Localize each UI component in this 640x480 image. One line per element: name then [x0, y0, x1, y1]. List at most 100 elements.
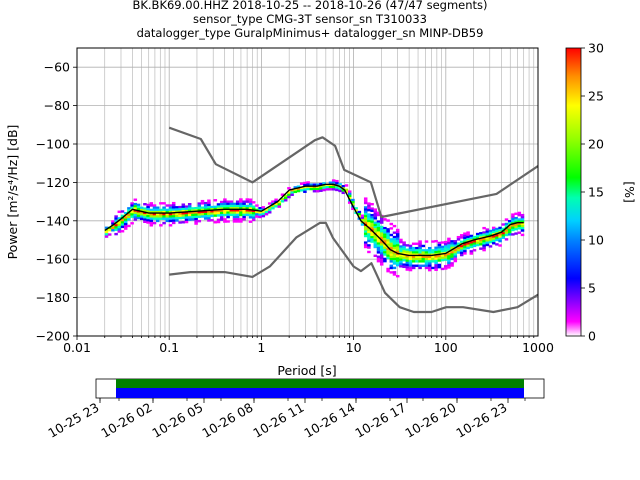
heatmap-cell — [379, 232, 384, 235]
heatmap-cell — [184, 212, 189, 215]
heatmap-cell — [399, 240, 403, 244]
heatmap-cell — [440, 247, 445, 251]
heatmap-cell — [197, 213, 202, 216]
heatmap-cell — [498, 235, 502, 238]
heatmap-cell — [450, 240, 454, 243]
heatmap-cell — [155, 217, 160, 220]
heatmap-cell — [136, 216, 141, 220]
heatmap-cell — [392, 242, 397, 245]
heatmap-cell — [367, 219, 371, 223]
heatmap-cell — [354, 207, 358, 210]
heatmap-cell — [245, 209, 250, 212]
heatmap-cell — [463, 250, 467, 253]
heatmap-cell — [271, 200, 275, 203]
heatmap-cell — [171, 219, 176, 222]
heatmap-cell — [392, 257, 397, 261]
x-tick-label: 1 — [257, 340, 265, 355]
heatmap-cell — [405, 248, 410, 251]
heatmap-cell — [299, 182, 304, 185]
heatmap-cell — [114, 224, 118, 227]
heatmap-cell — [376, 248, 381, 252]
heatmap-cell — [152, 217, 157, 220]
time-tick-label: 10-26 23 — [453, 400, 509, 441]
heatmap-cell — [120, 221, 125, 224]
heatmap-cell — [226, 207, 230, 210]
heatmap-cell — [421, 260, 426, 263]
heatmap-cell — [162, 217, 166, 220]
heatmap-cell — [341, 185, 346, 188]
colorbar-tick-label: 20 — [588, 137, 604, 152]
heatmap-cell — [383, 257, 387, 261]
heatmap-cell — [392, 273, 397, 276]
heatmap-cell — [242, 200, 246, 203]
heatmap-cell — [485, 243, 490, 247]
heatmap-cell — [331, 188, 336, 191]
heatmap-cell — [207, 206, 211, 209]
heatmap-cell — [389, 253, 394, 257]
heatmap-cell — [175, 214, 179, 218]
heatmap-cell — [450, 244, 454, 247]
heatmap-cell — [520, 229, 525, 232]
heatmap-cell — [379, 234, 384, 237]
heatmap-cell — [226, 213, 230, 217]
heatmap-cell — [322, 184, 326, 187]
heatmap-cell — [415, 249, 419, 252]
heatmap-cell — [111, 226, 115, 230]
heatmap-cell — [373, 212, 378, 216]
heatmap-cell — [245, 204, 250, 208]
heatmap-cell — [367, 215, 371, 218]
heatmap-cell — [504, 238, 509, 241]
heatmap-cell — [127, 224, 131, 228]
heatmap-cell — [363, 206, 368, 209]
heatmap-cell — [162, 213, 166, 216]
heatmap-cell — [434, 248, 438, 252]
time-tick-label: 10-26 11 — [250, 400, 306, 441]
heatmap-cell — [488, 240, 493, 244]
heatmap-cell — [207, 217, 211, 220]
heatmap-cell — [507, 228, 512, 232]
heatmap-cell — [351, 203, 355, 206]
heatmap-cell — [146, 205, 150, 209]
heatmap-cell — [379, 243, 384, 246]
heatmap-cell — [111, 220, 115, 223]
heatmap-cell — [328, 181, 333, 184]
heatmap-cell — [386, 250, 390, 253]
heatmap-cell — [399, 247, 403, 250]
heatmap-cell — [405, 252, 410, 256]
heatmap-cell — [520, 216, 525, 219]
heatmap-cell — [395, 259, 400, 262]
heatmap-cell — [370, 231, 374, 234]
heatmap-cell — [155, 208, 160, 212]
heatmap-cell — [363, 212, 368, 216]
heatmap-cell — [223, 204, 227, 208]
heatmap-cell — [312, 187, 317, 191]
heatmap-cell — [434, 266, 438, 269]
heatmap-cell — [210, 205, 214, 209]
heatmap-cell — [146, 216, 150, 220]
heatmap-cell — [207, 208, 211, 211]
heatmap-cell — [376, 226, 381, 230]
heatmap-cell — [370, 202, 374, 206]
heatmap-cell — [434, 259, 438, 263]
heatmap-cell — [159, 208, 163, 212]
heatmap-cell — [488, 245, 493, 248]
heatmap-cell — [472, 244, 477, 248]
heatmap-cell — [386, 219, 390, 222]
heatmap-cell — [191, 209, 195, 212]
heatmap-cell — [450, 242, 454, 245]
colorbar-tick-label: 5 — [588, 281, 596, 296]
heatmap-cell — [504, 229, 509, 232]
heatmap-cell — [386, 243, 390, 246]
heatmap-cell — [219, 211, 224, 215]
heatmap-cell — [171, 217, 176, 220]
heatmap-cell — [376, 229, 381, 232]
heatmap-cell — [507, 220, 512, 223]
heatmap-cell — [427, 268, 432, 272]
heatmap-cell — [386, 239, 390, 242]
heatmap-cell — [453, 251, 458, 254]
heatmap-cell — [178, 208, 182, 211]
heatmap-cell — [210, 214, 214, 218]
heatmap-cell — [402, 265, 406, 269]
heatmap-cell — [411, 264, 416, 267]
heatmap-cell — [418, 242, 422, 245]
